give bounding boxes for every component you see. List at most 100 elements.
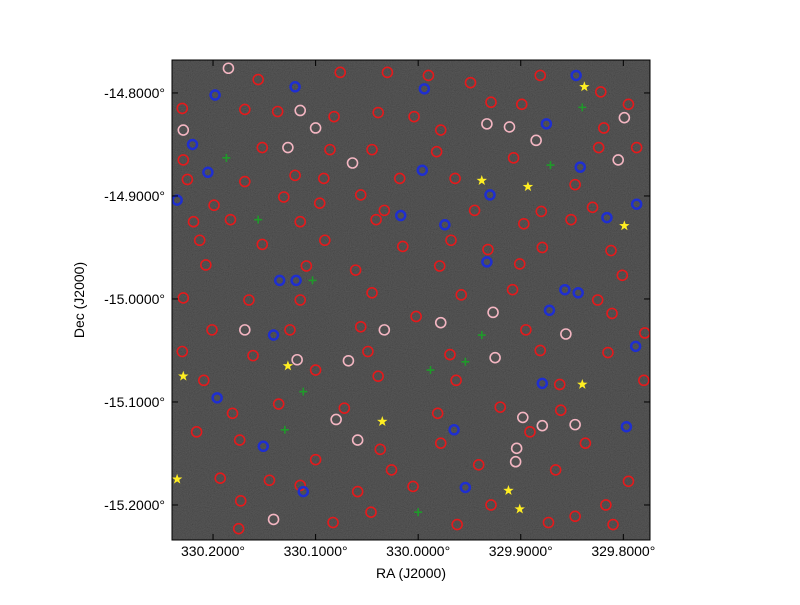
- source-dot: [559, 283, 571, 296]
- source-circle: [542, 516, 555, 529]
- source-circle: [449, 172, 461, 185]
- source-circle: [517, 411, 529, 424]
- source-circle: [534, 344, 547, 357]
- source-dot: [572, 287, 584, 299]
- source-dot: [186, 138, 199, 151]
- source-circle: [206, 324, 218, 336]
- source-circle: [513, 258, 526, 270]
- source-circle: [284, 324, 296, 336]
- source-circle: [410, 310, 422, 323]
- source-circle: [324, 143, 336, 156]
- source-circle: [370, 213, 382, 226]
- source-dot: [570, 69, 582, 82]
- source-circle: [272, 398, 285, 410]
- source-circle: [560, 328, 572, 340]
- source-circle: [226, 407, 239, 420]
- source-circle: [378, 324, 391, 336]
- source-dot: [459, 481, 472, 494]
- source-circle: [349, 264, 362, 276]
- source-circle: [309, 364, 322, 376]
- source-circle: [334, 66, 347, 79]
- source-circle: [222, 62, 235, 75]
- source-circle: [190, 426, 203, 438]
- source-circle: [319, 234, 331, 247]
- source-circle: [224, 213, 237, 226]
- source-circle: [536, 419, 549, 432]
- source-dot: [629, 340, 642, 353]
- source-circle: [507, 152, 520, 164]
- source-circle: [433, 260, 446, 272]
- source-circle: [291, 353, 303, 366]
- source-circle: [520, 324, 532, 336]
- source-circle: [638, 374, 650, 387]
- source-circle: [518, 217, 530, 230]
- source-star: [503, 485, 514, 496]
- source-circle: [393, 172, 406, 185]
- source-circle: [515, 98, 528, 111]
- source-circle: [530, 134, 542, 147]
- source-circle: [243, 294, 255, 306]
- source-circle: [396, 240, 409, 253]
- source-star: [522, 181, 534, 192]
- source-star: [282, 360, 294, 371]
- source-circle: [445, 234, 457, 247]
- source-circle: [630, 141, 643, 154]
- source-circle: [338, 402, 351, 414]
- source-circle: [256, 141, 269, 154]
- source-dot: [418, 83, 431, 95]
- x-tick-label: 330.2000°: [181, 543, 245, 559]
- source-circle: [569, 178, 581, 191]
- x-tick-label: 330.0000°: [386, 543, 450, 559]
- x-tick-label: 329.8000°: [591, 543, 655, 559]
- source-circle: [464, 76, 477, 89]
- source-circle: [602, 346, 614, 359]
- source-circle: [549, 464, 562, 476]
- source-circle: [309, 453, 322, 466]
- source-circle: [451, 518, 463, 531]
- source-cross: [222, 153, 231, 162]
- source-circle: [569, 418, 581, 431]
- source-star: [178, 370, 189, 381]
- source-circle: [327, 516, 339, 529]
- source-dot: [416, 164, 429, 176]
- source-circle: [536, 241, 549, 254]
- sky-noise: [172, 60, 650, 540]
- source-circle: [239, 175, 251, 188]
- source-circle: [263, 474, 276, 487]
- source-circle: [177, 124, 190, 136]
- source-star: [619, 220, 630, 231]
- source-circle: [481, 118, 493, 130]
- source-dot: [289, 81, 301, 93]
- y-tick-label: -14.9000°: [104, 188, 165, 204]
- source-circle: [247, 349, 259, 362]
- source-circle: [506, 283, 519, 296]
- source-circle: [565, 213, 577, 226]
- source-dot: [211, 392, 223, 404]
- source-dot: [484, 189, 496, 201]
- source-circle: [468, 204, 481, 217]
- source-circle: [485, 499, 497, 511]
- source-circle: [524, 426, 536, 438]
- source-circle: [176, 345, 189, 358]
- source-circle: [294, 479, 307, 492]
- source-circle: [450, 374, 462, 387]
- source-circle: [271, 105, 284, 118]
- source-dot: [448, 424, 460, 436]
- x-axis-label: RA (J2000): [376, 565, 446, 581]
- x-tick-label: 330.1000°: [284, 543, 348, 559]
- source-circle: [234, 495, 247, 507]
- plot-area: [172, 60, 650, 540]
- source-dot: [273, 274, 286, 287]
- source-circle: [374, 443, 387, 456]
- source-circle: [408, 110, 420, 123]
- source-circle: [208, 199, 220, 212]
- source-circle: [289, 169, 301, 182]
- source-circle: [485, 96, 497, 109]
- source-circle: [176, 102, 189, 115]
- source-circle: [569, 510, 581, 523]
- source-circle: [300, 260, 313, 272]
- source-circle: [487, 306, 499, 319]
- source-circle: [365, 506, 377, 518]
- source-circle: [586, 201, 599, 214]
- source-circle: [256, 238, 269, 251]
